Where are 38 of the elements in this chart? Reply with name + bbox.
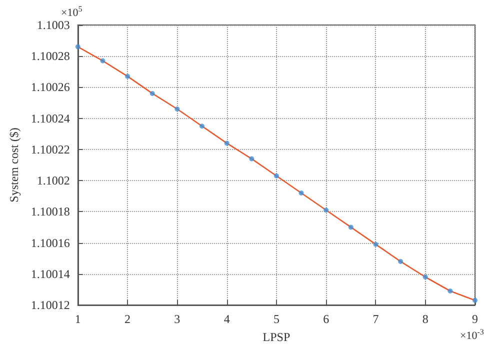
point [324, 208, 329, 213]
y-tick-label: 1.10022 [30, 142, 70, 156]
point [448, 288, 453, 294]
y-tick-label: 1.10028 [30, 49, 70, 64]
y-tick-label: 1.10026 [30, 80, 70, 94]
x-tick-label: 9 [472, 312, 478, 326]
point [100, 58, 106, 64]
x-tick-label: 1 [74, 312, 81, 326]
point [200, 124, 204, 129]
point [224, 140, 230, 146]
point [472, 298, 478, 303]
x-tick-label: 3 [174, 312, 180, 326]
y-tick-label: 1.1002 [36, 174, 70, 188]
x-tick-label: 5 [273, 312, 280, 326]
x-tick-label: 8 [422, 312, 428, 326]
point [422, 274, 428, 280]
x-axis-title: LPSP [262, 330, 290, 344]
y-tick-label: 1.10012 [30, 298, 70, 312]
point [373, 242, 378, 247]
point [274, 173, 279, 178]
point [150, 90, 155, 96]
x-tick-label: 7 [372, 312, 379, 326]
point [398, 258, 404, 264]
x-tick-label: 2 [124, 312, 131, 326]
x-tick-label: 4 [224, 312, 230, 326]
y-tick-label: 1.10016 [30, 236, 70, 250]
y-tick-label: 1.1003 [36, 18, 70, 32]
y-tick-label: 1.10018 [30, 204, 70, 219]
point [125, 74, 130, 79]
point [348, 224, 354, 230]
point [75, 44, 80, 50]
point [174, 106, 180, 112]
x-tick-label: 6 [323, 312, 330, 326]
y-axis-title: System cost ($) [7, 128, 21, 202]
point [298, 190, 304, 196]
y-tick-label: 1.10014 [30, 266, 70, 281]
y-tick-label: 1.10024 [30, 111, 70, 126]
point [249, 156, 254, 162]
